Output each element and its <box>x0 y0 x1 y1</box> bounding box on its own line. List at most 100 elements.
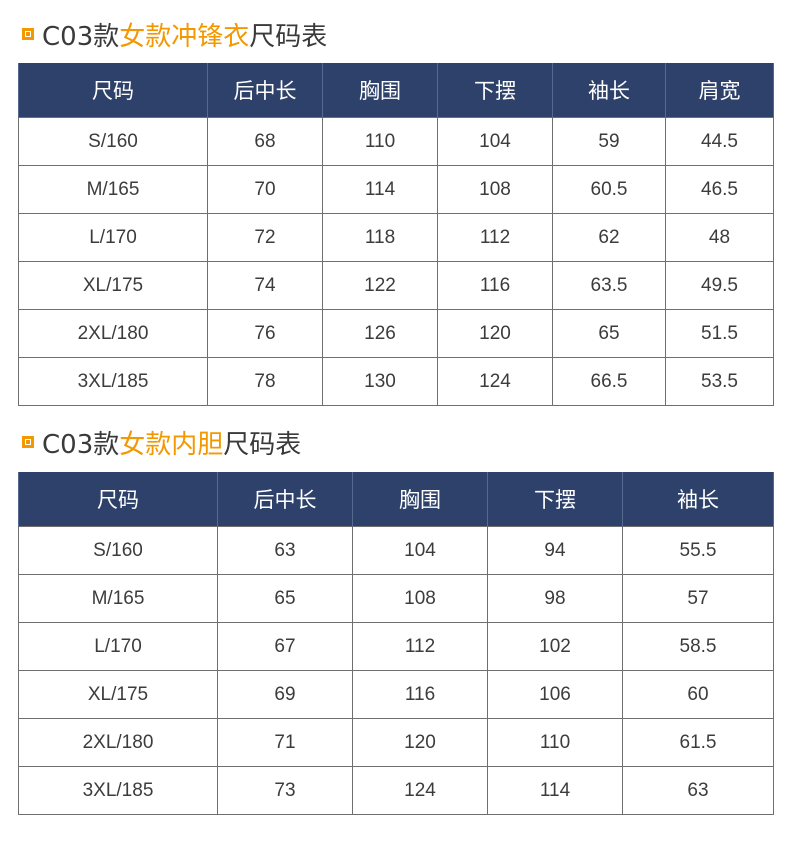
table-cell: 124 <box>437 357 553 406</box>
table-cell: 62 <box>552 213 666 262</box>
table-cell: 65 <box>217 574 353 623</box>
table-header-row: 尺码 后中长 胸围 下摆 袖长 肩宽 <box>18 63 774 118</box>
column-header-back-length: 后中长 <box>207 63 323 118</box>
table-cell: 106 <box>487 670 623 719</box>
table-cell: 110 <box>322 117 438 166</box>
table-cell: 122 <box>322 261 438 310</box>
table-cell: 46.5 <box>665 165 774 214</box>
table-cell: 44.5 <box>665 117 774 166</box>
table-cell: XL/175 <box>18 670 218 719</box>
table-cell: 72 <box>207 213 323 262</box>
table-row: 3XL/185 73 124 114 63 <box>18 766 774 815</box>
table-cell: M/165 <box>18 165 208 214</box>
table-cell: 114 <box>322 165 438 214</box>
square-bullet-icon <box>22 436 34 448</box>
table-cell: 110 <box>487 718 623 767</box>
liner-size-chart-title: C03款 女款内胆 尺码表 <box>22 424 301 460</box>
table-row: 2XL/180 71 120 110 61.5 <box>18 718 774 767</box>
table-cell: 2XL/180 <box>18 309 208 358</box>
table-cell: 104 <box>437 117 553 166</box>
table-cell: 126 <box>322 309 438 358</box>
column-header-chest: 胸围 <box>322 63 438 118</box>
square-bullet-icon <box>22 28 34 40</box>
liner-title-accent: 女款内胆 <box>119 429 224 460</box>
table-cell: 67 <box>217 622 353 671</box>
table-cell: 63.5 <box>552 261 666 310</box>
table-cell: 76 <box>207 309 323 358</box>
table-row: M/165 65 108 98 57 <box>18 574 774 623</box>
table-cell: 53.5 <box>665 357 774 406</box>
table-row: 2XL/180 76 126 120 65 51.5 <box>18 309 774 358</box>
table-cell: 69 <box>217 670 353 719</box>
table-cell: M/165 <box>18 574 218 623</box>
table-cell: 78 <box>207 357 323 406</box>
table-cell: 66.5 <box>552 357 666 406</box>
jacket-size-chart-title: C03款 女款冲锋衣 尺码表 <box>22 16 327 52</box>
table-cell: 63 <box>217 526 353 575</box>
table-row: XL/175 69 116 106 60 <box>18 670 774 719</box>
table-cell: 71 <box>217 718 353 767</box>
column-header-size: 尺码 <box>18 63 208 118</box>
table-cell: 3XL/185 <box>18 766 218 815</box>
liner-size-table: 尺码 后中长 胸围 下摆 袖长 S/160 63 104 94 55.5 M/1… <box>18 472 774 815</box>
table-cell: 104 <box>352 526 488 575</box>
table-cell: 68 <box>207 117 323 166</box>
table-cell: 112 <box>352 622 488 671</box>
liner-title-prefix: C03款 <box>42 429 120 460</box>
table-row: S/160 63 104 94 55.5 <box>18 526 774 575</box>
table-cell: 61.5 <box>622 718 774 767</box>
table-cell: 130 <box>322 357 438 406</box>
column-header-back-length: 后中长 <box>217 472 353 527</box>
liner-title-suffix: 尺码表 <box>223 429 302 460</box>
table-row: M/165 70 114 108 60.5 46.5 <box>18 165 774 214</box>
table-cell: 65 <box>552 309 666 358</box>
table-row: L/170 72 118 112 62 48 <box>18 213 774 262</box>
table-row: L/170 67 112 102 58.5 <box>18 622 774 671</box>
column-header-sleeve: 袖长 <box>552 63 666 118</box>
table-cell: 124 <box>352 766 488 815</box>
table-row: 3XL/185 78 130 124 66.5 53.5 <box>18 357 774 406</box>
table-cell: 60 <box>622 670 774 719</box>
table-row: XL/175 74 122 116 63.5 49.5 <box>18 261 774 310</box>
table-cell: 2XL/180 <box>18 718 218 767</box>
table-cell: 70 <box>207 165 323 214</box>
table-row: S/160 68 110 104 59 44.5 <box>18 117 774 166</box>
column-header-sleeve: 袖长 <box>622 472 774 527</box>
table-cell: 118 <box>322 213 438 262</box>
table-cell: 73 <box>217 766 353 815</box>
table-cell: 114 <box>487 766 623 815</box>
table-cell: 74 <box>207 261 323 310</box>
column-header-size: 尺码 <box>18 472 218 527</box>
table-cell: L/170 <box>18 213 208 262</box>
table-cell: 51.5 <box>665 309 774 358</box>
table-cell: 49.5 <box>665 261 774 310</box>
table-cell: 60.5 <box>552 165 666 214</box>
column-header-chest: 胸围 <box>352 472 488 527</box>
table-cell: S/160 <box>18 526 218 575</box>
table-cell: XL/175 <box>18 261 208 310</box>
table-cell: 116 <box>437 261 553 310</box>
table-cell: 102 <box>487 622 623 671</box>
jacket-title-prefix: C03款 <box>42 21 120 52</box>
table-cell: 55.5 <box>622 526 774 575</box>
table-cell: L/170 <box>18 622 218 671</box>
column-header-hem: 下摆 <box>487 472 623 527</box>
table-cell: 120 <box>352 718 488 767</box>
table-cell: 57 <box>622 574 774 623</box>
table-cell: S/160 <box>18 117 208 166</box>
table-cell: 59 <box>552 117 666 166</box>
table-cell: 112 <box>437 213 553 262</box>
table-cell: 48 <box>665 213 774 262</box>
table-cell: 63 <box>622 766 774 815</box>
table-cell: 120 <box>437 309 553 358</box>
table-cell: 116 <box>352 670 488 719</box>
table-cell: 98 <box>487 574 623 623</box>
table-cell: 58.5 <box>622 622 774 671</box>
jacket-size-table: 尺码 后中长 胸围 下摆 袖长 肩宽 S/160 68 110 104 59 4… <box>18 63 774 406</box>
table-header-row: 尺码 后中长 胸围 下摆 袖长 <box>18 472 774 527</box>
table-cell: 108 <box>437 165 553 214</box>
column-header-shoulder: 肩宽 <box>665 63 774 118</box>
jacket-title-accent: 女款冲锋衣 <box>119 21 250 52</box>
column-header-hem: 下摆 <box>437 63 553 118</box>
table-cell: 94 <box>487 526 623 575</box>
